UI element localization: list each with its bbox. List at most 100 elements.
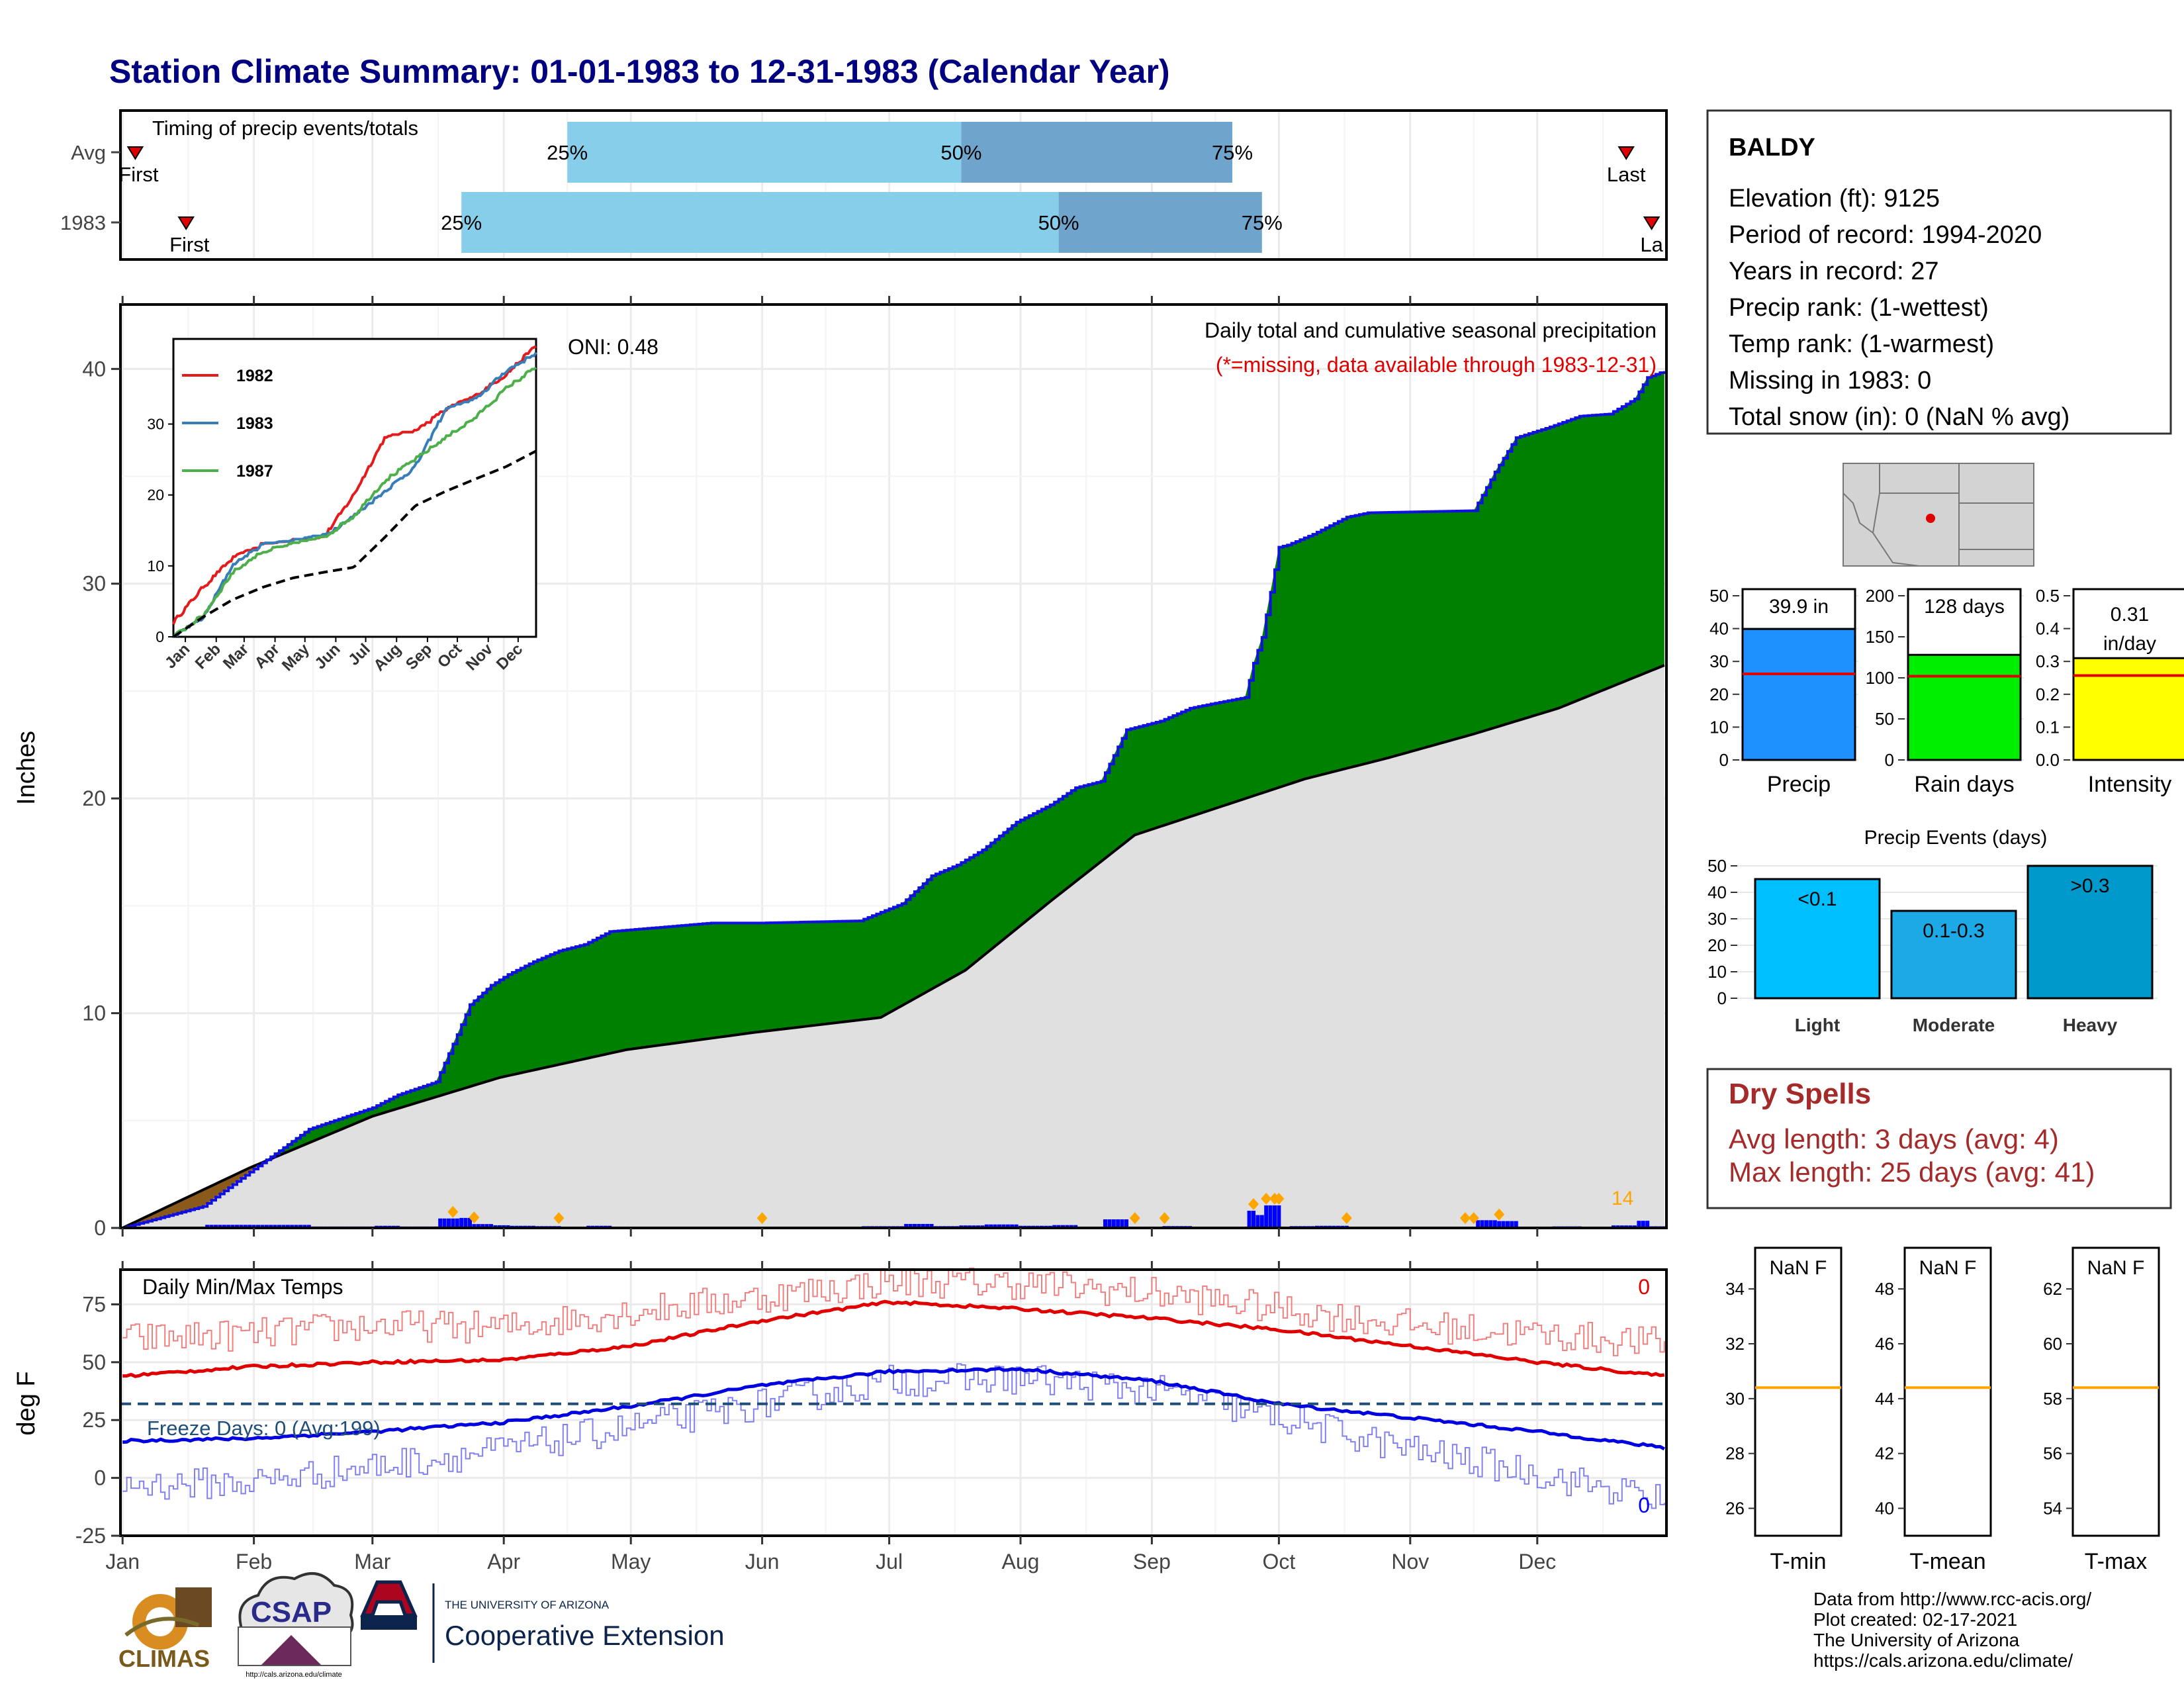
month-label: Dec	[1518, 1550, 1556, 1573]
temp-y-tick-label: -25	[75, 1524, 106, 1548]
daily-precip-bar	[1492, 1220, 1497, 1228]
event-bar-label: Heavy	[2063, 1015, 2118, 1035]
summary-bar-tick: 150	[1866, 627, 1894, 647]
temp-summary-label: T-mean	[1909, 1549, 1985, 1574]
main-areas	[122, 371, 1666, 1229]
temp-summary-label: T-max	[2085, 1549, 2147, 1574]
events-title: Precip Events (days)	[1864, 827, 2048, 849]
csap-logo: CSAP http://cals.arizona.edu/climate	[238, 1572, 354, 1679]
timing-row-labels: Avg 1983	[60, 141, 120, 234]
daily-precip-bar	[209, 1225, 214, 1228]
summary-bar-tick: 50	[1875, 709, 1894, 729]
daily-precip-bar	[913, 1223, 917, 1228]
main-y-tick-label: 10	[82, 1002, 106, 1025]
ua-logo: THE UNIVERSITY OF ARIZONA Cooperative Ex…	[360, 1580, 725, 1663]
daily-precip-bar	[226, 1225, 231, 1228]
daily-precip-bar	[472, 1224, 477, 1228]
daily-precip-bar	[497, 1225, 502, 1228]
timing-first-marker	[126, 146, 144, 160]
month-label: Nov	[1391, 1550, 1429, 1573]
summary-bar-value: 0.31	[2111, 604, 2149, 626]
timing-p25-label: 25%	[547, 141, 588, 164]
station-line-missing: Missing in 1983: 0	[1729, 367, 1931, 395]
inset-month-label: Dec	[493, 640, 526, 673]
daily-precip-bar	[1637, 1221, 1641, 1228]
summary-bar-tick: 200	[1866, 586, 1894, 606]
avg-max-line	[122, 1299, 1665, 1378]
daily-marker	[1341, 1212, 1352, 1225]
daily-precip-bar	[1273, 1205, 1277, 1228]
daily-precip-bar	[468, 1217, 472, 1228]
inset-month-label: Oct	[434, 640, 465, 671]
timing-p75-label: 75%	[1212, 141, 1253, 164]
temp-summary-tick: 62	[2043, 1279, 2062, 1299]
temp-summary-tick: 30	[1725, 1389, 1745, 1409]
month-label: Aug	[1002, 1550, 1040, 1573]
summary-bar-tick: 0.0	[2036, 750, 2060, 770]
summary-bar-rain-days: 0 50 100 150 200 128 days Rain days	[1866, 586, 2024, 797]
daily-precip-bar	[506, 1225, 510, 1228]
summary-bar-tick: 50	[1709, 586, 1729, 606]
daily-precip-bar	[997, 1224, 1001, 1228]
daily-precip-bar	[455, 1218, 459, 1228]
inset-month-label: May	[279, 640, 314, 675]
timing-last-label: Last	[1607, 163, 1646, 186]
csap-logo-url: http://cals.arizona.edu/climate	[246, 1671, 342, 1679]
average-area	[122, 665, 1664, 1228]
inset-series-line	[172, 345, 537, 625]
temp-y-axis: -25 0 25 50 75	[75, 1292, 120, 1548]
daily-precip-bar	[1005, 1224, 1010, 1228]
timing-p25-label: 25%	[441, 211, 482, 234]
event-bar-fill	[1890, 910, 2017, 1000]
temp-y-tick-label: 25	[82, 1408, 106, 1432]
footer-line-url: https://cals.arizona.edu/climate/	[1813, 1650, 2073, 1671]
summary-bar-intensity: 0.0 0.1 0.2 0.3 0.4 0.5 0.31 in/day Intensity	[2036, 586, 2184, 797]
inset-month-label: Feb	[192, 640, 224, 673]
daily-precip-bar	[1014, 1224, 1019, 1228]
daily-marker	[1129, 1212, 1140, 1225]
daily-precip-bar	[1251, 1211, 1255, 1228]
daily-precip-bar	[984, 1224, 989, 1228]
summary-bar-tick: 30	[1709, 651, 1729, 671]
summary-bars: 0 10 20 30 40 50 39.9 in Precip 0 50 100 150 200 128 …	[1709, 586, 2184, 797]
station-line-temp-rank: Temp rank: (1-warmest)	[1729, 330, 1994, 358]
summary-bar-label: Intensity	[2088, 772, 2172, 797]
temp-summary-tick: 26	[1725, 1499, 1745, 1519]
daily-markers	[447, 1192, 1505, 1225]
temp-y-tick-label: 0	[94, 1466, 106, 1490]
daily-precip-bar	[1488, 1220, 1493, 1228]
daily-precip-bar	[294, 1225, 298, 1228]
daily-precip-bar	[260, 1225, 265, 1228]
events-tick: 50	[1707, 856, 1727, 876]
daily-marker	[1494, 1208, 1505, 1221]
page-title: Station Climate Summary: 01-01-1983 to 1…	[109, 53, 1170, 90]
daily-precip-bar	[442, 1218, 447, 1228]
summary-bar-precip: 0 10 20 30 40 50 39.9 in Precip	[1709, 586, 1858, 797]
daily-precip-bar	[1484, 1220, 1488, 1228]
events-tick: 0	[1717, 988, 1727, 1008]
daily-precip-bar	[273, 1225, 277, 1228]
month-label: May	[611, 1550, 651, 1573]
temp-summary-label: T-min	[1770, 1549, 1827, 1574]
daily-marker	[469, 1211, 480, 1224]
timing-bar-50-75	[961, 122, 1232, 183]
daily-precip-bar	[993, 1224, 997, 1228]
timing-bar-50-75	[1058, 192, 1262, 253]
temp-summary-tick: 46	[1875, 1334, 1894, 1354]
daily-precip-bar	[1124, 1219, 1128, 1228]
event-bar-label: Moderate	[1913, 1015, 1995, 1035]
daily-precip-bar	[925, 1223, 930, 1228]
daily-precip-bar	[264, 1225, 269, 1228]
station-info: BALDY Elevation (ft): 9125 Period of rec…	[1706, 109, 2172, 435]
daily-precip-bar	[438, 1218, 443, 1228]
timing-last-marker	[1617, 146, 1635, 160]
temp-summary-tick: 48	[1875, 1279, 1894, 1299]
oni-label: ONI: 0.48	[568, 335, 659, 359]
station-line-elevation: Elevation (ft): 9125	[1729, 185, 1940, 212]
daily-precip-bar	[904, 1223, 909, 1228]
csap-logo-text: CSAP	[251, 1596, 332, 1628]
timing-p50-label: 50%	[1038, 211, 1079, 234]
summary-bar-tick: 10	[1709, 717, 1729, 737]
daily-precip-bar	[1497, 1221, 1502, 1228]
inset-month-label: Apr	[251, 640, 283, 672]
